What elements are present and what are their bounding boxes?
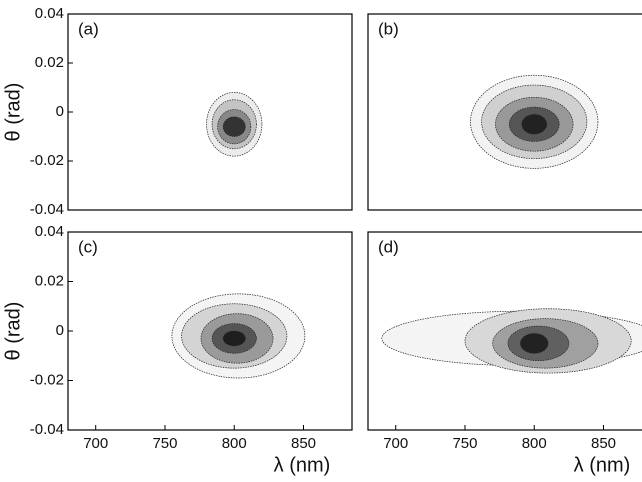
y-axis-title: θ (rad)	[2, 302, 24, 361]
x-tick-label: 850	[591, 435, 616, 452]
panel-label: (a)	[78, 19, 99, 38]
panel-frame	[367, 231, 642, 431]
y-tick-label: 0.04	[35, 223, 64, 240]
contour-level	[521, 114, 548, 135]
x-tick-label: 750	[152, 435, 177, 452]
panel-label: (d)	[378, 237, 399, 256]
plot-area	[470, 74, 599, 169]
panel: (c) 0.04 0.02 0 -0.02 -0.04 700 750 800 850 θ (rad…	[2, 223, 353, 476]
y-tick-label: 0.04	[35, 5, 64, 22]
y-tick-label: 0.02	[35, 54, 64, 71]
plot-area	[381, 308, 642, 374]
plot-area	[171, 293, 306, 379]
panel: (b)	[367, 13, 642, 211]
y-tick-label: 0	[56, 103, 64, 120]
x-axis-title: λ (nm)	[574, 454, 631, 476]
y-tick-label: -0.04	[30, 201, 64, 218]
x-tick-label: 800	[222, 435, 247, 452]
panel-label: (b)	[378, 19, 399, 38]
contour-level	[520, 333, 549, 354]
x-axis-title: λ (nm)	[274, 454, 331, 476]
x-tick-label: 800	[522, 435, 547, 452]
panel: (a) 0.04 0.02 0 -0.02 -0.04 θ (rad)	[2, 5, 353, 218]
x-tick-label: 700	[83, 435, 108, 452]
x-tick-label: 750	[452, 435, 477, 452]
y-tick-label: 0.02	[35, 272, 64, 289]
y-tick-label: -0.04	[30, 421, 64, 438]
contour-level	[222, 116, 246, 137]
contour-level	[222, 330, 246, 347]
panel: (d) 700 750 800 850 λ (nm)	[367, 231, 642, 476]
y-tick-label: -0.02	[30, 371, 64, 388]
panel-label: (c)	[78, 237, 98, 256]
y-tick-label: -0.02	[30, 152, 64, 169]
x-tick-label: 850	[291, 435, 316, 452]
panel-frame	[367, 13, 642, 211]
plot-area	[206, 92, 263, 157]
y-axis-title: θ (rad)	[2, 83, 24, 142]
y-tick-label: 0	[56, 322, 64, 339]
x-tick-label: 700	[383, 435, 408, 452]
